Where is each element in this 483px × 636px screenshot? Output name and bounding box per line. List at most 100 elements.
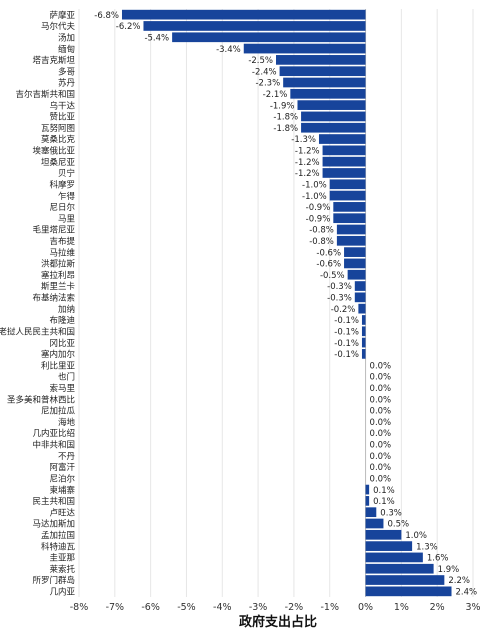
value-label: 0.0% (370, 407, 392, 417)
category-label: 卢旺达 (49, 507, 75, 518)
value-label: -5.4% (144, 33, 169, 43)
x-tick-label: -7% (106, 602, 125, 613)
value-label: -6.8% (94, 11, 119, 21)
value-label: -0.8% (309, 237, 334, 247)
bar (318, 134, 366, 144)
category-label: 赞比亚 (49, 112, 75, 123)
category-label: 也门 (58, 372, 75, 383)
value-label: 0.0% (370, 418, 392, 428)
value-label: 0.5% (387, 520, 409, 530)
category-label: 吉布提 (49, 236, 75, 247)
x-tick-label: -2% (285, 602, 304, 613)
value-label: 2.2% (448, 576, 470, 586)
value-label: -1.0% (302, 192, 327, 202)
value-label: -2.5% (248, 56, 273, 66)
x-tick-label: -3% (249, 602, 268, 613)
bar (276, 55, 366, 65)
value-label: 0.0% (370, 474, 392, 484)
bar (336, 235, 366, 246)
category-label: 多哥 (58, 66, 76, 77)
bar (333, 213, 366, 224)
value-label: -2.1% (263, 90, 288, 100)
value-label: 1.0% (405, 531, 427, 541)
x-tick-label: 2% (430, 602, 445, 613)
category-label: 布隆迪 (49, 315, 75, 326)
value-label: 0.0% (370, 373, 392, 383)
value-label: 0.0% (370, 361, 392, 371)
category-label: 尼日尔 (49, 202, 75, 213)
bar (329, 179, 366, 190)
category-label: 索马里 (49, 383, 75, 394)
value-label: 0.1% (373, 486, 395, 496)
value-label: -3.4% (216, 45, 241, 55)
bar (365, 518, 384, 529)
category-label: 莫桑比克 (41, 134, 76, 145)
category-label: 科特迪瓦 (41, 541, 76, 552)
x-tick-label: -8% (70, 602, 89, 613)
category-label: 苏丹 (58, 78, 76, 89)
bar (365, 496, 370, 506)
x-tick-label: -4% (213, 602, 232, 613)
category-label: 马拉维 (49, 247, 75, 258)
value-label: -1.8% (273, 124, 298, 134)
value-label: -0.2% (331, 305, 356, 315)
category-label: 几内亚比绍 (32, 428, 75, 439)
category-label: 瓦努阿图 (41, 123, 75, 134)
category-label: 莱索托 (49, 564, 75, 575)
category-label: 孟加拉国 (41, 530, 75, 541)
value-label: 0.0% (370, 441, 392, 451)
x-tick-label: -6% (141, 602, 160, 613)
bar (361, 337, 366, 348)
value-label: -1.0% (302, 180, 327, 190)
chart-value-labels: -6.8%-6.2%-5.4% -3.4% -2.5%-2.4% -2.3%-2.1%… (94, 11, 477, 598)
category-label: 加纳 (58, 304, 75, 315)
category-label: 萨摩亚 (49, 10, 75, 21)
value-label: -2.4% (252, 67, 277, 77)
bar (322, 168, 366, 178)
value-label: 0.1% (373, 497, 395, 507)
category-label: 毛里塔尼亚 (32, 225, 75, 236)
category-label: 尼加拉瓜 (41, 406, 76, 417)
value-label: 2.4% (456, 588, 478, 598)
value-label: 0.3% (380, 508, 402, 518)
x-axis-label: 政府支出占比 (238, 615, 317, 630)
value-label: -0.9% (306, 214, 331, 224)
bar (333, 202, 366, 212)
bar (290, 88, 366, 99)
category-label: 不丹 (58, 452, 76, 462)
category-label: 马尔代夫 (41, 21, 76, 32)
category-label: 柬埔寨 (49, 485, 75, 496)
bar (365, 575, 445, 585)
bar (301, 111, 366, 122)
x-tick-label: 1% (394, 602, 409, 613)
value-label: -0.3% (327, 294, 352, 304)
category-label: 民主共和国 (32, 496, 75, 507)
value-label: -6.2% (116, 22, 141, 32)
value-label: -0.6% (316, 248, 341, 258)
category-label: 圭亚那 (49, 553, 75, 564)
bar (347, 269, 366, 280)
x-tick-label: -1% (320, 602, 339, 613)
bar (283, 77, 366, 88)
bar (336, 224, 366, 235)
category-label: 尼泊尔 (49, 473, 75, 484)
bar (121, 9, 366, 20)
bar (361, 315, 366, 325)
value-label: 1.6% (427, 554, 449, 564)
value-label: -2.3% (255, 79, 280, 89)
value-label: -1.8% (273, 113, 298, 123)
value-label: -1.2% (295, 147, 320, 157)
value-label: 0.0% (370, 452, 392, 462)
value-label: -0.8% (309, 226, 334, 236)
value-label: 1.9% (438, 565, 460, 575)
bar (301, 122, 366, 133)
x-tick-label: 0% (358, 602, 373, 613)
category-label: 塞内加尔 (41, 349, 76, 360)
value-label: -1.9% (270, 101, 295, 111)
category-label: 乌干达 (49, 100, 75, 111)
x-tick-label: -5% (177, 602, 196, 613)
bar (322, 156, 366, 167)
category-label: 阿富汗 (49, 462, 75, 473)
bar (172, 32, 366, 43)
